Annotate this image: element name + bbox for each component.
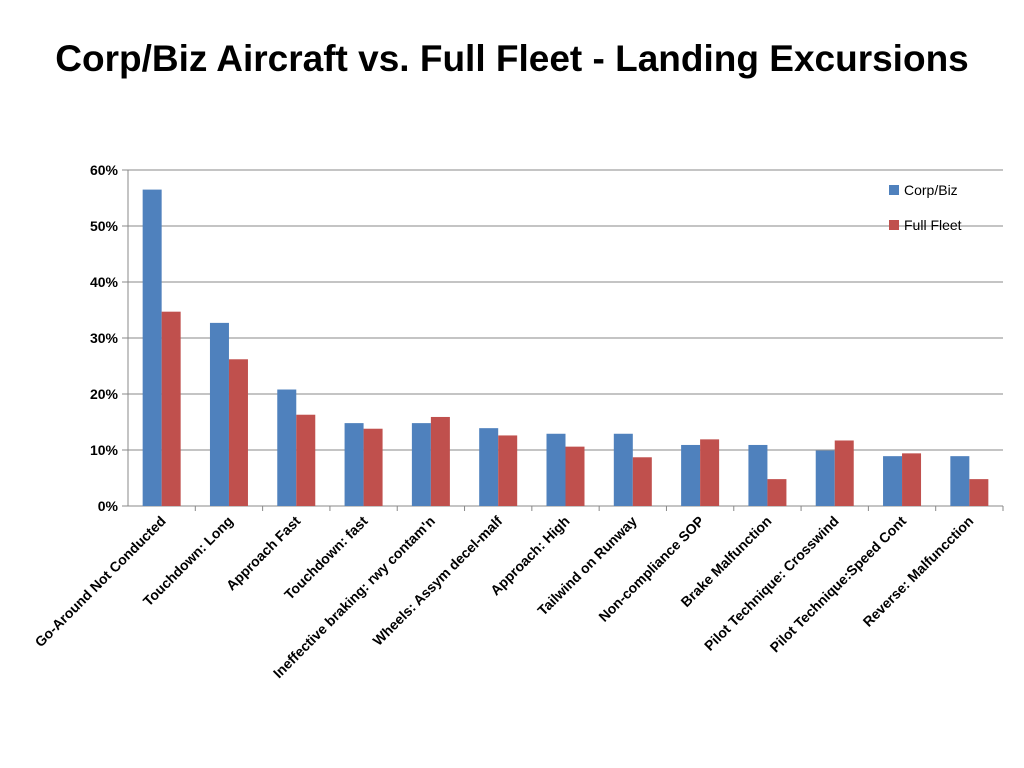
bar bbox=[632, 457, 652, 506]
bar bbox=[498, 435, 518, 506]
x-tick-label: Pilot Technique:Speed Cont bbox=[767, 513, 910, 656]
y-tick-label: 20% bbox=[90, 386, 119, 402]
y-tick-label: 50% bbox=[90, 218, 119, 234]
bar bbox=[969, 479, 989, 506]
y-tick-label: 60% bbox=[90, 162, 119, 178]
bar bbox=[613, 433, 633, 506]
bar bbox=[565, 446, 585, 506]
bar bbox=[411, 423, 431, 506]
x-tick-label: Wheels: Assym decel-malf bbox=[369, 513, 505, 649]
bar bbox=[228, 359, 248, 506]
y-tick-label: 40% bbox=[90, 274, 119, 290]
chart-title: Corp/Biz Aircraft vs. Full Fleet - Landi… bbox=[55, 38, 969, 79]
bar bbox=[700, 439, 720, 506]
bar bbox=[681, 444, 701, 506]
bar bbox=[277, 389, 297, 506]
y-tick-label: 10% bbox=[90, 442, 119, 458]
bar bbox=[430, 416, 450, 506]
y-tick-label: 30% bbox=[90, 330, 119, 346]
bar bbox=[902, 453, 922, 506]
bar bbox=[344, 423, 364, 506]
y-tick-label: 0% bbox=[98, 498, 119, 514]
bar bbox=[296, 414, 316, 506]
bar bbox=[142, 189, 162, 506]
x-tick-label: Pilot Technique: Crosswind bbox=[701, 513, 842, 654]
legend-swatch bbox=[889, 220, 899, 230]
legend-entry: Full Fleet bbox=[904, 217, 962, 233]
x-tick-label: Go-Around Not Conducted bbox=[32, 513, 169, 650]
bar bbox=[748, 444, 768, 506]
bar bbox=[883, 456, 903, 506]
bar bbox=[950, 456, 970, 506]
bar bbox=[209, 322, 229, 506]
bar bbox=[363, 428, 383, 506]
bar bbox=[834, 440, 854, 506]
bar bbox=[767, 479, 787, 506]
bar bbox=[161, 311, 181, 506]
legend-swatch bbox=[889, 185, 899, 195]
bar bbox=[546, 433, 566, 506]
bar bbox=[815, 450, 835, 506]
bar bbox=[479, 428, 499, 506]
legend-entry: Corp/Biz bbox=[904, 182, 958, 198]
x-tick-label: Reverse: Malfuncction bbox=[860, 513, 977, 630]
